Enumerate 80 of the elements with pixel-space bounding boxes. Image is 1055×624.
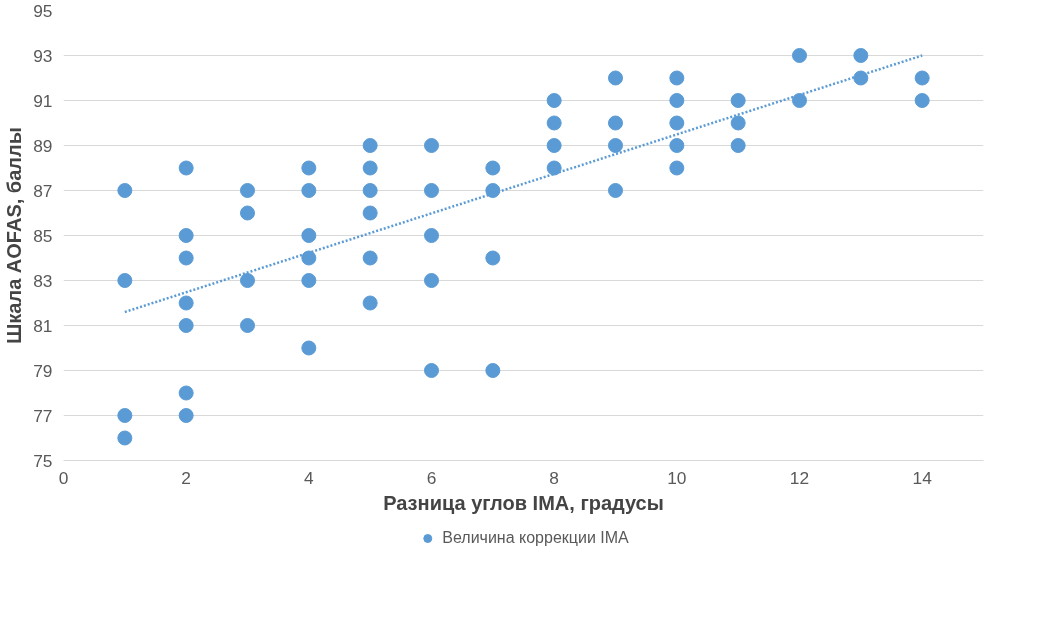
point xyxy=(117,273,133,288)
point xyxy=(546,160,562,176)
point xyxy=(424,138,439,153)
point xyxy=(546,93,562,108)
x-tick-label: 8 xyxy=(549,467,559,488)
point xyxy=(362,205,378,221)
x-tick-label: 2 xyxy=(181,467,191,488)
point xyxy=(301,183,317,198)
x-tick-label: 12 xyxy=(789,467,810,488)
y-tick-label: 77 xyxy=(33,405,53,426)
point xyxy=(669,93,685,108)
point xyxy=(240,205,255,221)
point xyxy=(362,250,378,266)
point xyxy=(853,48,869,63)
point xyxy=(608,115,623,131)
y-tick-label: 93 xyxy=(33,45,53,66)
point xyxy=(485,250,501,266)
point xyxy=(301,250,317,266)
y-tick-label: 91 xyxy=(33,90,53,111)
point xyxy=(301,160,317,176)
point xyxy=(117,430,133,446)
x-tick-label: 14 xyxy=(912,467,933,488)
x-axis-title: Разница углов IMA, градусы xyxy=(383,491,664,514)
point xyxy=(301,340,317,356)
x-tick-label: 6 xyxy=(426,467,437,488)
y-axis-title: Шкала AOFAS, баллы xyxy=(3,127,26,344)
point xyxy=(178,250,194,266)
point xyxy=(546,115,562,131)
point xyxy=(362,295,378,311)
point xyxy=(669,70,685,86)
y-tick-label: 75 xyxy=(33,450,53,471)
y-tick-label: 81 xyxy=(33,315,53,336)
point xyxy=(853,70,869,86)
x-tick-label: 4 xyxy=(304,467,315,488)
x-tick-label: 0 xyxy=(58,467,69,488)
point xyxy=(424,363,439,378)
point xyxy=(178,295,194,311)
point xyxy=(362,183,378,198)
point xyxy=(608,183,623,198)
y-tick-label: 85 xyxy=(33,225,53,246)
y-tick-label: 95 xyxy=(33,0,53,21)
point xyxy=(730,138,746,153)
point xyxy=(669,115,685,131)
point xyxy=(730,93,746,108)
point xyxy=(178,318,194,333)
point xyxy=(485,160,501,176)
point xyxy=(608,138,623,153)
point xyxy=(669,160,685,176)
point xyxy=(424,183,439,198)
point xyxy=(546,138,562,153)
point xyxy=(117,183,133,198)
y-tick-label: 83 xyxy=(33,270,53,291)
point xyxy=(301,228,317,243)
point xyxy=(424,228,439,243)
point xyxy=(485,183,501,198)
point xyxy=(178,408,194,423)
point xyxy=(362,138,378,153)
point xyxy=(914,70,930,86)
point xyxy=(792,93,807,108)
point xyxy=(178,160,194,176)
point xyxy=(240,183,255,198)
point xyxy=(178,385,194,401)
point xyxy=(485,363,501,378)
y-tick-label: 79 xyxy=(33,360,53,381)
x-tick-label: 10 xyxy=(667,467,687,488)
point xyxy=(424,273,439,288)
legend-label: Величина коррекции IMA xyxy=(442,528,629,548)
point xyxy=(117,408,133,423)
y-tick-label: 87 xyxy=(33,180,53,201)
point xyxy=(178,228,194,243)
point xyxy=(730,115,746,131)
point xyxy=(240,273,255,288)
point xyxy=(362,160,378,176)
point xyxy=(669,138,685,153)
y-tick-label: 89 xyxy=(33,135,53,156)
point xyxy=(301,273,317,288)
point xyxy=(792,48,807,63)
point xyxy=(608,70,623,86)
point xyxy=(914,93,930,108)
point xyxy=(240,318,255,333)
